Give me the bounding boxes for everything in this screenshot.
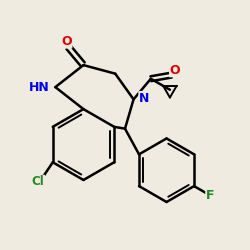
Text: O: O	[61, 35, 72, 48]
Text: N: N	[139, 92, 149, 104]
Text: Cl: Cl	[32, 175, 44, 188]
Text: HN: HN	[28, 80, 49, 94]
Text: F: F	[206, 189, 214, 202]
Text: O: O	[170, 64, 180, 77]
